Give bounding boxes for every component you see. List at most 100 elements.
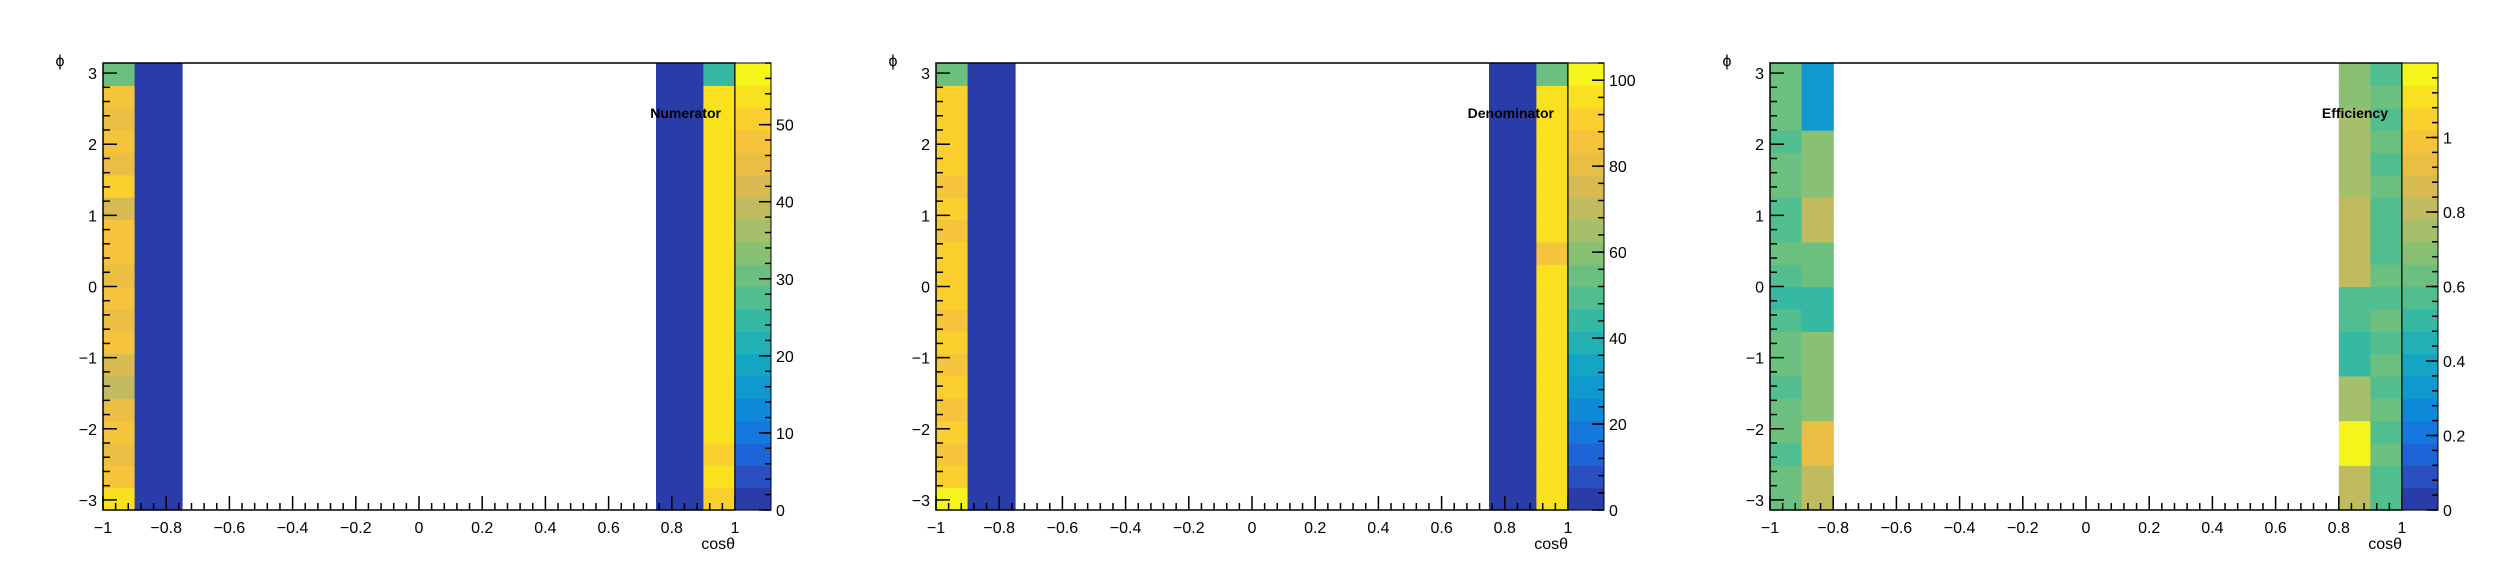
heatmap-cell: [2338, 398, 2371, 422]
colorbar-tick-label: 0: [1609, 503, 1618, 520]
colorbar-tick-label: 50: [776, 118, 794, 135]
x-tick-label: 1: [1564, 520, 1573, 537]
x-tick-label: −0.4: [277, 520, 309, 537]
colorbar-segment: [2402, 442, 2438, 466]
denominator-chart: −1 −0.8 −0.6 −0.4 −0.2 0 0.2 0.4 0.6 0.8 1 −3 −2 −1 0 1…: [889, 53, 1636, 553]
heatmap-cell: [1770, 286, 1803, 310]
heatmap-cell: [1801, 264, 1834, 288]
heatmap-cell: [1489, 353, 1537, 377]
heatmap-cell: [656, 85, 704, 109]
x-tick-label: −0.8: [1817, 520, 1849, 537]
heatmap-cell: [103, 63, 136, 86]
y-tick-label: −2: [79, 422, 97, 439]
heatmap-cell: [703, 85, 736, 109]
heatmap-cell: [134, 197, 183, 221]
heatmap-cell: [2370, 398, 2403, 422]
heatmap-cell: [1536, 241, 1569, 265]
y-tick-label: 3: [88, 66, 97, 83]
x-tick-label: −0.2: [340, 520, 372, 537]
heatmap-cells: [1770, 63, 2403, 511]
y-tick-label: −1: [79, 351, 97, 368]
colorbar-segment: [735, 63, 771, 86]
heatmap-cell: [2370, 286, 2403, 310]
heatmap-cell: [103, 398, 136, 422]
heatmap-cell: [2338, 308, 2371, 332]
heatmap-cell: [1801, 130, 1834, 153]
heatmap-cell: [936, 85, 969, 109]
colorbar-segment: [1568, 465, 1604, 489]
heatmap-cell: [103, 264, 136, 288]
heatmap-cell: [2338, 420, 2371, 444]
heatmap-cell: [1536, 442, 1569, 466]
colorbar-segment: [1568, 331, 1604, 355]
heatmap-cell: [2370, 197, 2403, 221]
y-tick-label: 1: [88, 208, 97, 225]
heatmap-cell: [936, 197, 969, 221]
colorbar-segment: [2402, 286, 2438, 310]
x-tick-label: −1: [94, 520, 112, 537]
heatmap-cell: [703, 63, 736, 86]
heatmap-cell: [1801, 219, 1834, 243]
y-tick-label: −3: [79, 493, 97, 510]
heatmap-cell: [1536, 152, 1569, 176]
colorbar-segment: [1568, 308, 1604, 332]
plot-frame: [1769, 62, 2403, 511]
heatmap-cell: [2338, 264, 2371, 288]
heatmap-cell: [2370, 130, 2403, 153]
heatmap-cell: [656, 152, 704, 176]
heatmap-cell: [936, 63, 969, 86]
heatmap-cell: [967, 398, 1016, 422]
heatmap-cell: [936, 353, 969, 377]
colorbar-segment: [1568, 197, 1604, 221]
colorbar-tick-label: 80: [1609, 159, 1627, 176]
heatmap-cell: [656, 420, 704, 444]
colorbar-tick-label: 60: [1609, 245, 1627, 262]
x-tick-label: −0.6: [1047, 520, 1079, 537]
colorbar-segment: [735, 130, 771, 153]
heatmap-cell: [703, 375, 736, 399]
heatmap-cell: [1536, 264, 1569, 288]
colorbar-segment: [2402, 331, 2438, 355]
heatmap-cell: [703, 241, 736, 265]
colorbar-tick-label: 0.2: [2443, 429, 2465, 446]
colorbar-segment: [1568, 398, 1604, 422]
heatmap-cell: [936, 487, 969, 511]
efficiency-chart: −1 −0.8 −0.6 −0.4 −0.2 0 0.2 0.4 0.6 0.8 1 −3 −2 −1 0 1…: [1723, 53, 2466, 553]
colorbar-segment: [735, 286, 771, 310]
y-tick-label: 0: [88, 280, 97, 297]
heatmap-cell: [2338, 487, 2371, 511]
heatmap-cell: [1536, 308, 1569, 332]
colorbar-segment: [2402, 308, 2438, 332]
heatmap-cell: [1489, 107, 1537, 131]
y-tick-label: 1: [921, 208, 930, 225]
heatmap-cell: [703, 130, 736, 153]
y-tick-label: 1: [1755, 208, 1764, 225]
heatmap-cell: [1801, 465, 1834, 489]
y-tick-label: 2: [1755, 137, 1764, 154]
heatmap-cell: [936, 241, 969, 265]
heatmap-cell: [936, 152, 969, 176]
heatmap-cell: [1801, 442, 1834, 466]
heatmap-cell: [656, 331, 704, 355]
heatmap-cell: [134, 487, 183, 511]
x-tick-label: 1: [731, 520, 740, 537]
heatmap-cell: [1801, 487, 1834, 511]
y-tick-label: −2: [1746, 422, 1764, 439]
heatmap-cell: [936, 308, 969, 332]
heatmap-cell: [1489, 375, 1537, 399]
x-tick-label: −0.2: [2007, 520, 2039, 537]
heatmap-cell: [1801, 420, 1834, 444]
x-tick-label: 0.2: [1304, 520, 1326, 537]
heatmap-cell: [1489, 487, 1537, 511]
heatmap-cell: [1536, 331, 1569, 355]
heatmap-cell: [134, 107, 183, 131]
colorbar-segment: [2402, 353, 2438, 377]
heatmap-cell: [103, 107, 136, 131]
x-tick-label: 0.6: [597, 520, 619, 537]
heatmap-cell: [2338, 219, 2371, 243]
x-tick-label: 0.8: [661, 520, 683, 537]
heatmap-cell: [656, 174, 704, 198]
colorbar-segment: [2402, 264, 2438, 288]
colorbar-frame: [2401, 62, 2439, 511]
